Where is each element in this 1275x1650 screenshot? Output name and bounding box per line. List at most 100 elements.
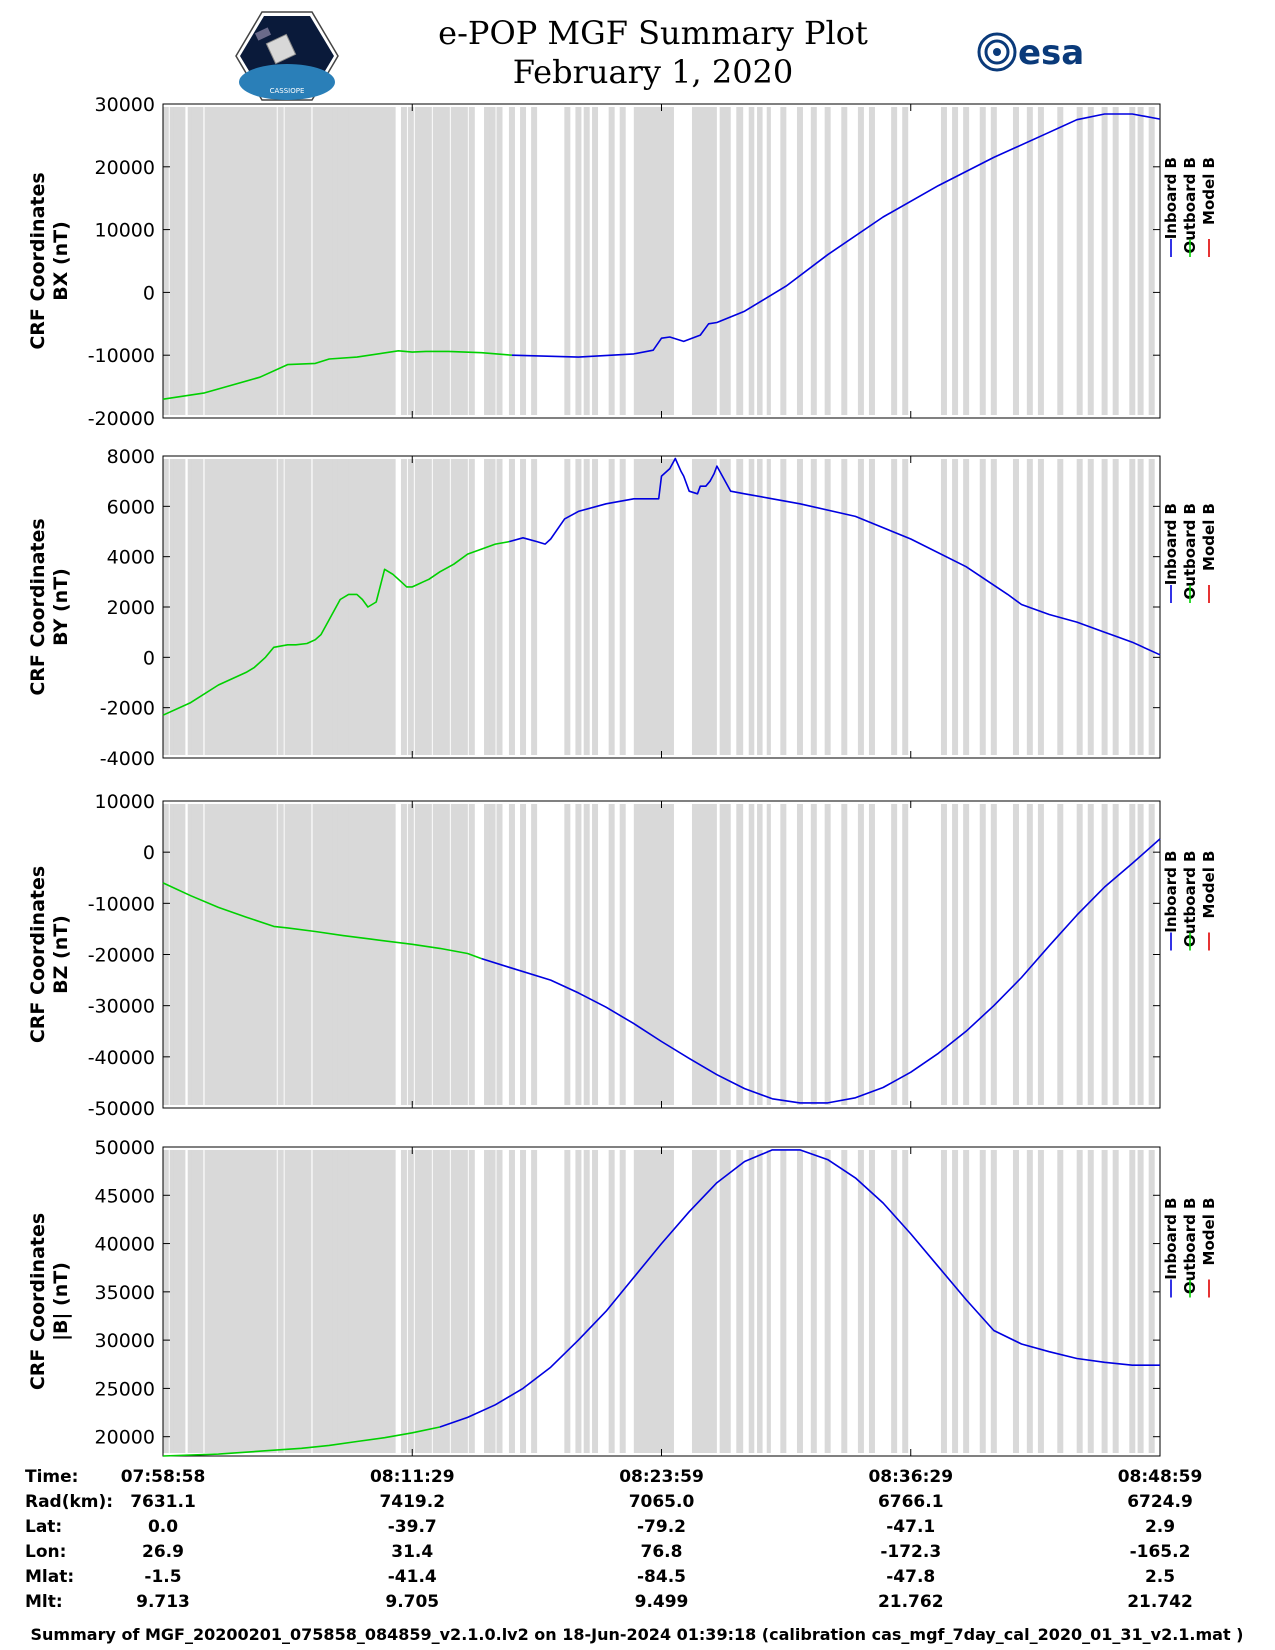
orbit-cell: 21.762 (878, 1592, 944, 1612)
gap-band (719, 459, 731, 755)
gap-line (963, 459, 970, 755)
gap-line (326, 804, 333, 1105)
gap-line (370, 107, 377, 415)
y-tick-label: 4000 (107, 547, 155, 569)
legend-label: Outboard B (1181, 503, 1199, 600)
gap-line (824, 804, 831, 1105)
orbit-cell: 0.0 (148, 1517, 178, 1537)
gap-line (256, 1150, 263, 1453)
gap-line (902, 1150, 909, 1453)
y-tick-label: 20000 (95, 157, 155, 179)
gap-line (205, 459, 212, 755)
gap-line (400, 804, 407, 1105)
gap-line (218, 107, 225, 415)
orbit-cell: 9.499 (635, 1592, 689, 1612)
gap-line (256, 107, 263, 415)
gap-line (262, 107, 269, 415)
gap-line (348, 459, 355, 755)
gap-line (1148, 1150, 1155, 1453)
orbit-cell: 08:48:59 (1118, 1467, 1203, 1487)
gap-line (1101, 459, 1108, 755)
orbit-cell: -165.2 (1130, 1542, 1191, 1562)
legend-label: Inboard B (1162, 1198, 1180, 1280)
gap-line (400, 459, 407, 755)
y-tick-label: 0 (143, 842, 155, 864)
gap-line (420, 804, 427, 1105)
gap-line (564, 1150, 571, 1453)
gap-line (520, 1150, 527, 1453)
y-tick-label: -50000 (88, 1098, 155, 1120)
gap-line (940, 1150, 947, 1453)
gap-line (187, 459, 194, 755)
gap-band (691, 459, 717, 755)
gap-line (169, 107, 176, 415)
gap-line (353, 1150, 360, 1453)
gap-line (796, 1150, 803, 1453)
gap-band (748, 1150, 755, 1453)
gap-line (979, 1150, 986, 1453)
gap-line (450, 459, 457, 755)
gap-line (1037, 107, 1044, 415)
gap-line (619, 1150, 626, 1453)
gap-line (443, 804, 450, 1105)
gap-line (952, 107, 959, 415)
y-tick-label: 50000 (95, 1137, 155, 1159)
left-logo-text: CASSIOPE (270, 87, 305, 95)
gap-line (326, 107, 333, 415)
gap-band (691, 1150, 717, 1453)
gap-line (238, 804, 245, 1105)
y-tick-label: 30000 (95, 94, 155, 116)
gap-line (891, 107, 898, 415)
gap-line (211, 459, 218, 755)
gap-line (824, 1150, 831, 1453)
gap-line (456, 1150, 463, 1453)
gap-line (223, 459, 230, 755)
orbit-cell: 6724.9 (1127, 1492, 1193, 1512)
footer-caption: Summary of MGF_20200201_075858_084859_v2… (31, 1625, 1244, 1644)
gap-line (1101, 107, 1108, 415)
legend-label: Model B (1200, 1198, 1218, 1266)
panel-bmag: 20000 25000 30000 35000 40000 45000 50000 CRF C… (27, 1137, 1218, 1457)
y-tick-label: 2000 (107, 597, 155, 619)
gap-band (719, 1150, 731, 1453)
gap-line (191, 1150, 198, 1453)
gap-line (583, 459, 590, 755)
gap-line (370, 1150, 377, 1453)
gap-line (218, 459, 225, 755)
gap-line (248, 1150, 255, 1453)
gap-line (290, 459, 297, 755)
orbit-cell: -41.4 (388, 1567, 437, 1587)
orbit-cell: 08:23:59 (619, 1467, 704, 1487)
orbit-cell: 9.705 (385, 1592, 439, 1612)
gap-band (633, 804, 674, 1105)
gap-line (531, 1150, 538, 1453)
gap-line (1087, 1150, 1094, 1453)
legend: Inboard B Outboard B Model B (1162, 851, 1218, 951)
gap-line (508, 459, 515, 755)
gap-line (301, 804, 308, 1105)
gap-line (990, 804, 997, 1105)
plot-date: February 1, 2020 (513, 53, 794, 91)
gap-line (234, 459, 241, 755)
gap-line (780, 107, 787, 415)
y-axis-label: CRF Coordinates (27, 1213, 49, 1390)
gap-line (238, 1150, 245, 1453)
gap-line (461, 459, 468, 755)
gap-line (284, 1150, 291, 1453)
gap-line (1076, 1150, 1083, 1453)
gap-line (169, 804, 176, 1105)
gap-line (824, 459, 831, 755)
orbit-cell: -47.1 (886, 1517, 935, 1537)
gap-line (362, 804, 369, 1105)
gap-line (1129, 459, 1136, 755)
gap-line (489, 107, 496, 415)
y-tick-label: 8000 (107, 446, 155, 468)
gap-line (252, 107, 259, 415)
gap-line (902, 804, 909, 1105)
gap-line (450, 804, 457, 1105)
gap-line (229, 1150, 236, 1453)
gap-band (719, 804, 731, 1105)
gap-line (868, 1150, 875, 1453)
orbit-cell: -172.3 (880, 1542, 941, 1562)
gap-line (484, 804, 491, 1105)
